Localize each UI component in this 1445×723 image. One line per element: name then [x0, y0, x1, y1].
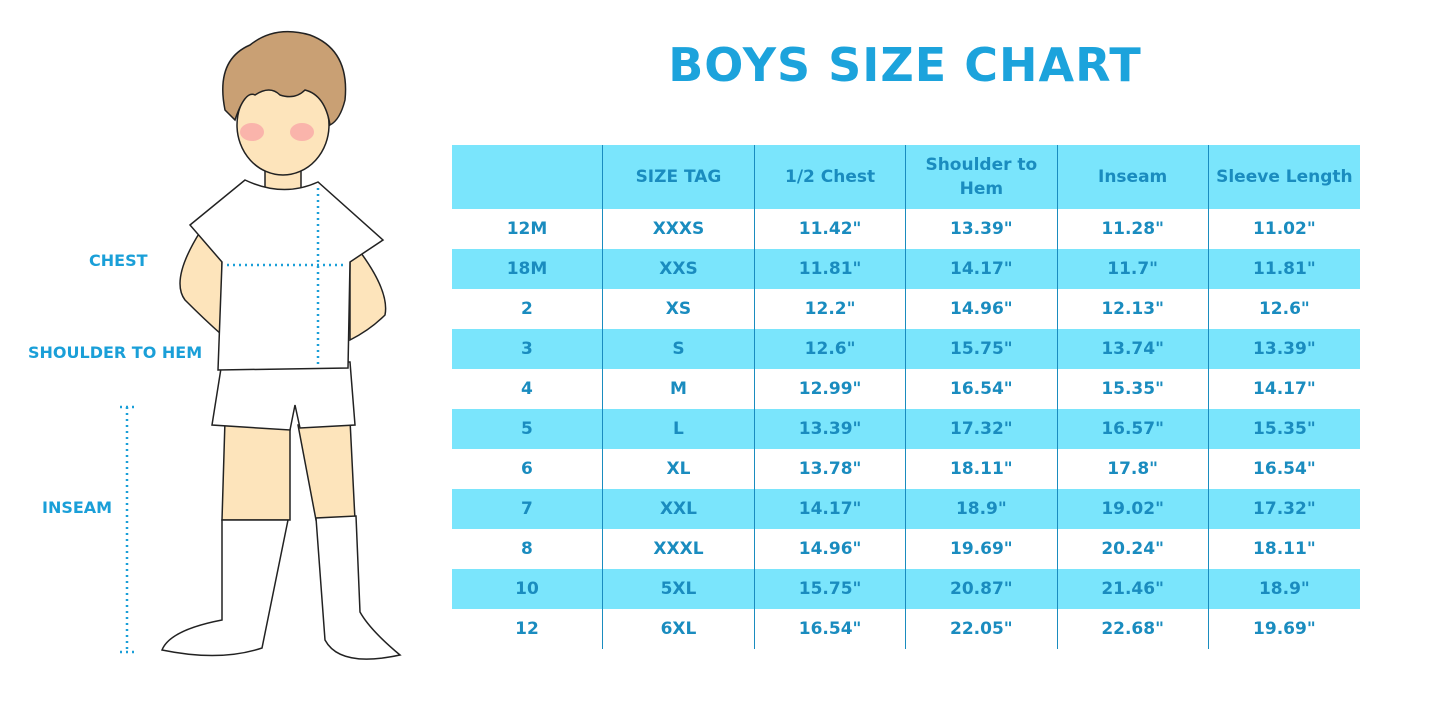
table-cell: XS — [601, 289, 755, 329]
size-table: SIZE TAG 1/2 Chest Shoulder to Hem Inseam Sl… — [452, 145, 1360, 649]
table-row: 10 5XL 15.75" 20.87" 21.46" 18.9" — [452, 569, 1360, 609]
table-cell: 16.54" — [1207, 449, 1360, 489]
table-cell: 19.69" — [905, 529, 1058, 569]
table-cell: 12.99" — [753, 369, 906, 409]
table-cell: 11.28" — [1056, 209, 1209, 249]
table-cell: 3 — [452, 329, 603, 369]
table-cell: 12.6" — [753, 329, 906, 369]
table-cell: 14.96" — [905, 289, 1058, 329]
table-cell: 5XL — [601, 569, 755, 609]
table-cell: 2 — [521, 299, 533, 319]
table-cell: 7 — [452, 489, 603, 529]
table-cell: 18.9" — [905, 489, 1058, 529]
table-cell: 11.81" — [1207, 249, 1360, 289]
table-cell: 11.42" — [753, 209, 906, 249]
table-cell: 11.02" — [1207, 209, 1360, 249]
chest-label: CHEST — [89, 251, 148, 270]
column-header: 1/2 Chest — [753, 145, 906, 209]
shoulder-to-hem-label: SHOULDER TO HEM — [28, 343, 203, 362]
page-title: BOYS SIZE CHART — [668, 38, 1142, 92]
table-cell: 11.81" — [753, 249, 906, 289]
column-header — [452, 145, 603, 209]
table-cell: XXL — [601, 489, 755, 529]
table-row: 5 L 13.39" 17.32" 16.57" 15.35" — [452, 409, 1360, 449]
table-cell: 13.39" — [1207, 329, 1360, 369]
table-row: 4 M 12.99" 16.54" 15.35" 14.17" — [452, 369, 1360, 409]
column-header: Sleeve Length — [1207, 145, 1360, 209]
table-cell: L — [601, 409, 755, 449]
column-header: Shoulder to Hem — [905, 145, 1058, 209]
table-row: 2 XS 12.2" 14.96" 12.13" 12.6" — [452, 289, 1360, 329]
table-row: 3 S 12.6" 15.75" 13.74" 13.39" — [452, 329, 1360, 369]
table-cell: 18M — [452, 249, 603, 289]
table-row: 8 XXXL 14.96" 19.69" 20.24" 18.11" — [452, 529, 1360, 569]
table-row: 7 XXL 14.17" 18.9" 19.02" 17.32" — [452, 489, 1360, 529]
table-cell: XXXL — [601, 529, 755, 569]
table-cell: 19.02" — [1056, 489, 1209, 529]
table-cell: 13.74" — [1056, 329, 1209, 369]
table-cell: S — [601, 329, 755, 369]
table-cell: XXXS — [601, 209, 755, 249]
table-cell: 8 — [521, 539, 533, 559]
table-cell: 6 — [521, 459, 533, 479]
boy-illustration — [120, 30, 402, 660]
table-cell: 21.46" — [1056, 569, 1209, 609]
table-cell: 12.13" — [1056, 289, 1209, 329]
table-cell: 12.6" — [1207, 289, 1360, 329]
table-cell: 22.68" — [1056, 609, 1209, 649]
table-cell: XXS — [601, 249, 755, 289]
table-cell: 4 — [521, 379, 533, 399]
table-cell: 19.69" — [1207, 609, 1360, 649]
table-cell: 22.05" — [905, 609, 1058, 649]
table-cell: 5 — [452, 409, 603, 449]
table-cell: M — [601, 369, 755, 409]
table-row: 6 XL 13.78" 18.11" 17.8" 16.54" — [452, 449, 1360, 489]
table-cell: 20.87" — [905, 569, 1058, 609]
table-cell: 15.35" — [1207, 409, 1360, 449]
table-cell: 12 — [515, 619, 539, 639]
table-cell: 15.75" — [905, 329, 1058, 369]
table-cell: 13.78" — [753, 449, 906, 489]
table-cell: 15.35" — [1056, 369, 1209, 409]
table-cell: 20.24" — [1056, 529, 1209, 569]
table-cell: 14.96" — [753, 529, 906, 569]
table-cell: 12.2" — [753, 289, 906, 329]
table-cell: 14.17" — [905, 249, 1058, 289]
table-cell: 17.32" — [905, 409, 1058, 449]
column-header: Inseam — [1056, 145, 1209, 209]
table-cell: 18.11" — [905, 449, 1058, 489]
table-cell: 13.39" — [905, 209, 1058, 249]
table-cell: 16.57" — [1056, 409, 1209, 449]
table-cell: 18.11" — [1207, 529, 1360, 569]
table-cell: 16.54" — [905, 369, 1058, 409]
table-cell: 13.39" — [753, 409, 906, 449]
table-row: 12 6XL 16.54" 22.05" 22.68" 19.69" — [452, 609, 1360, 649]
table-header-row: SIZE TAG 1/2 Chest Shoulder to Hem Inseam Sl… — [452, 145, 1360, 209]
table-cell: 11.7" — [1056, 249, 1209, 289]
table-cell: 10 — [452, 569, 603, 609]
table-row: 12M XXXS 11.42" 13.39" 11.28" 11.02" — [452, 209, 1360, 249]
table-cell: 14.17" — [753, 489, 906, 529]
inseam-label: INSEAM — [42, 498, 113, 517]
table-cell: 17.8" — [1056, 449, 1209, 489]
table-row: 18M XXS 11.81" 14.17" 11.7" 11.81" — [452, 249, 1360, 289]
column-header: SIZE TAG — [601, 145, 755, 209]
table-cell: 14.17" — [1207, 369, 1360, 409]
table-cell: 18.9" — [1207, 569, 1360, 609]
table-cell: 16.54" — [753, 609, 906, 649]
table-cell: 12M — [506, 219, 548, 239]
table-cell: 17.32" — [1207, 489, 1360, 529]
table-cell: XL — [601, 449, 755, 489]
table-cell: 15.75" — [753, 569, 906, 609]
table-cell: 6XL — [601, 609, 755, 649]
